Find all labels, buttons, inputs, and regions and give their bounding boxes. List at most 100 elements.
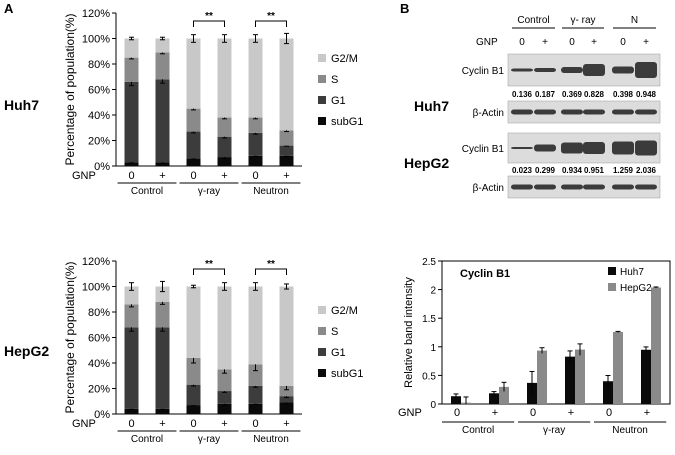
plot-frame (441, 260, 671, 405)
legend-swatch (608, 267, 616, 275)
bar-g2m (217, 286, 232, 370)
hepg2-cyclin-band (612, 141, 634, 155)
bar-subg1 (279, 402, 294, 414)
significance-bracket (255, 20, 287, 27)
bar-subg1 (155, 162, 170, 166)
huh7-cellcycle-chart: 0% 20% 40% 60% 80% 100% 120% Percentage of popu… (63, 8, 363, 197)
bar-s (248, 117, 263, 133)
bar-g2m (186, 38, 201, 109)
legend-swatch (318, 117, 326, 125)
bar-hepg2 (537, 350, 547, 404)
huh7-band-value: 0.369 (562, 90, 583, 99)
y-tick-label: 60% (88, 333, 110, 345)
bar-g2m (248, 286, 263, 365)
huh7-actin-band (534, 109, 556, 115)
chart-title: Cyclin B1 (460, 268, 510, 280)
y-tick-label: 80% (88, 307, 110, 319)
legend-swatch (318, 75, 326, 83)
hepg2-cyclin-band (511, 147, 533, 149)
gnp-label: GNP (72, 418, 96, 430)
bar-s (124, 57, 139, 82)
huh7-actin-band (612, 109, 634, 115)
gnp-label: GNP (398, 407, 422, 419)
huh7-cyclin-band (561, 67, 583, 73)
bar-g1 (217, 136, 232, 158)
legend-label: Huh7 (620, 267, 644, 278)
bar-g1 (279, 145, 294, 156)
hepg2-actin-band (511, 184, 533, 190)
bar-s (186, 108, 201, 132)
bar-g1 (186, 384, 201, 406)
y-tick-label: 20% (88, 384, 110, 396)
gnp-level: + (283, 418, 289, 430)
huh7-band-value: 0.187 (535, 90, 556, 99)
bar-g2m (155, 38, 170, 53)
y-axis-label: Percentage of population(%) (63, 261, 77, 413)
huh7-band-value: 0.948 (636, 90, 657, 99)
legend-swatch (608, 283, 616, 291)
bar-g1 (155, 327, 170, 409)
legend-swatch (318, 96, 326, 104)
bar-g1 (217, 391, 232, 404)
blot-group-label: N (631, 15, 638, 26)
group-label: Neutron (253, 186, 289, 197)
y-tick-label: 40% (88, 110, 110, 122)
group-label: Control (131, 434, 163, 445)
y-tick-label: 120% (82, 256, 110, 268)
group-label: Neutron (253, 434, 289, 445)
cell-line-label-huh7: Huh7 (4, 97, 39, 113)
bar-g2m (279, 286, 294, 386)
y-tick-label: 0% (94, 409, 110, 421)
gnp-level: 0 (190, 170, 196, 182)
huh7-band-value: 0.828 (584, 90, 605, 99)
hepg2-cellcycle-chart: 0% 20% 40% 60% 80% 100% 120% Percentage of popu… (63, 256, 363, 445)
gnp-level: 0 (128, 418, 134, 430)
bar-g2m (248, 38, 263, 118)
bar-g2m (124, 38, 139, 58)
gnp-level: + (159, 418, 165, 430)
y-tick-label: 40% (88, 358, 110, 370)
hepg2-band-value: 0.299 (535, 166, 556, 175)
bar-g2m (217, 38, 232, 118)
bar-s (186, 357, 201, 385)
huh7-actin-band (511, 109, 533, 115)
bar-subg1 (124, 408, 139, 414)
y-tick-label: 2 (430, 286, 436, 297)
legend-label: subG1 (331, 368, 363, 380)
hepg2-cyclin-band (561, 142, 583, 154)
significance-mark: ** (205, 259, 213, 270)
gnp-level: 0 (454, 407, 460, 419)
bar-subg1 (186, 405, 201, 414)
bar-g2m (279, 38, 294, 131)
huh7-band-value: 0.398 (613, 90, 634, 99)
group-label: γ-ray (543, 425, 565, 436)
bar-s (155, 301, 170, 328)
bar-s (217, 369, 232, 392)
legend-label: G2/M (331, 305, 358, 317)
legend-swatch (318, 54, 326, 62)
gnp-level: 0 (606, 407, 612, 419)
hepg2-cyclin-band (635, 140, 657, 156)
gnp-level: 0 (128, 170, 134, 182)
group-label: γ-ray (198, 186, 220, 197)
bar-subg1 (124, 162, 139, 166)
significance-bracket (193, 20, 225, 27)
gnp-level: 0 (252, 170, 258, 182)
significance-mark: ** (205, 11, 213, 22)
blot-gnp-level: + (643, 37, 649, 48)
hepg2-band-value: 1.259 (613, 166, 634, 175)
bar-subg1 (248, 403, 263, 414)
gnp-level: + (221, 170, 227, 182)
gnp-level: + (492, 407, 498, 419)
y-tick-label: 60% (88, 85, 110, 97)
bar-s (248, 364, 263, 386)
huh7-cyclin-band (583, 64, 605, 76)
hepg2-actin-band (612, 184, 634, 190)
legend-label: G1 (331, 95, 346, 107)
hepg2-actin-label: β-Actin (473, 183, 504, 194)
legend-label: HepG2 (620, 283, 652, 294)
bar-g1 (279, 396, 294, 403)
gnp-level: + (221, 418, 227, 430)
huh7-cyclin-band (635, 62, 657, 78)
group-label: Control (462, 425, 494, 436)
